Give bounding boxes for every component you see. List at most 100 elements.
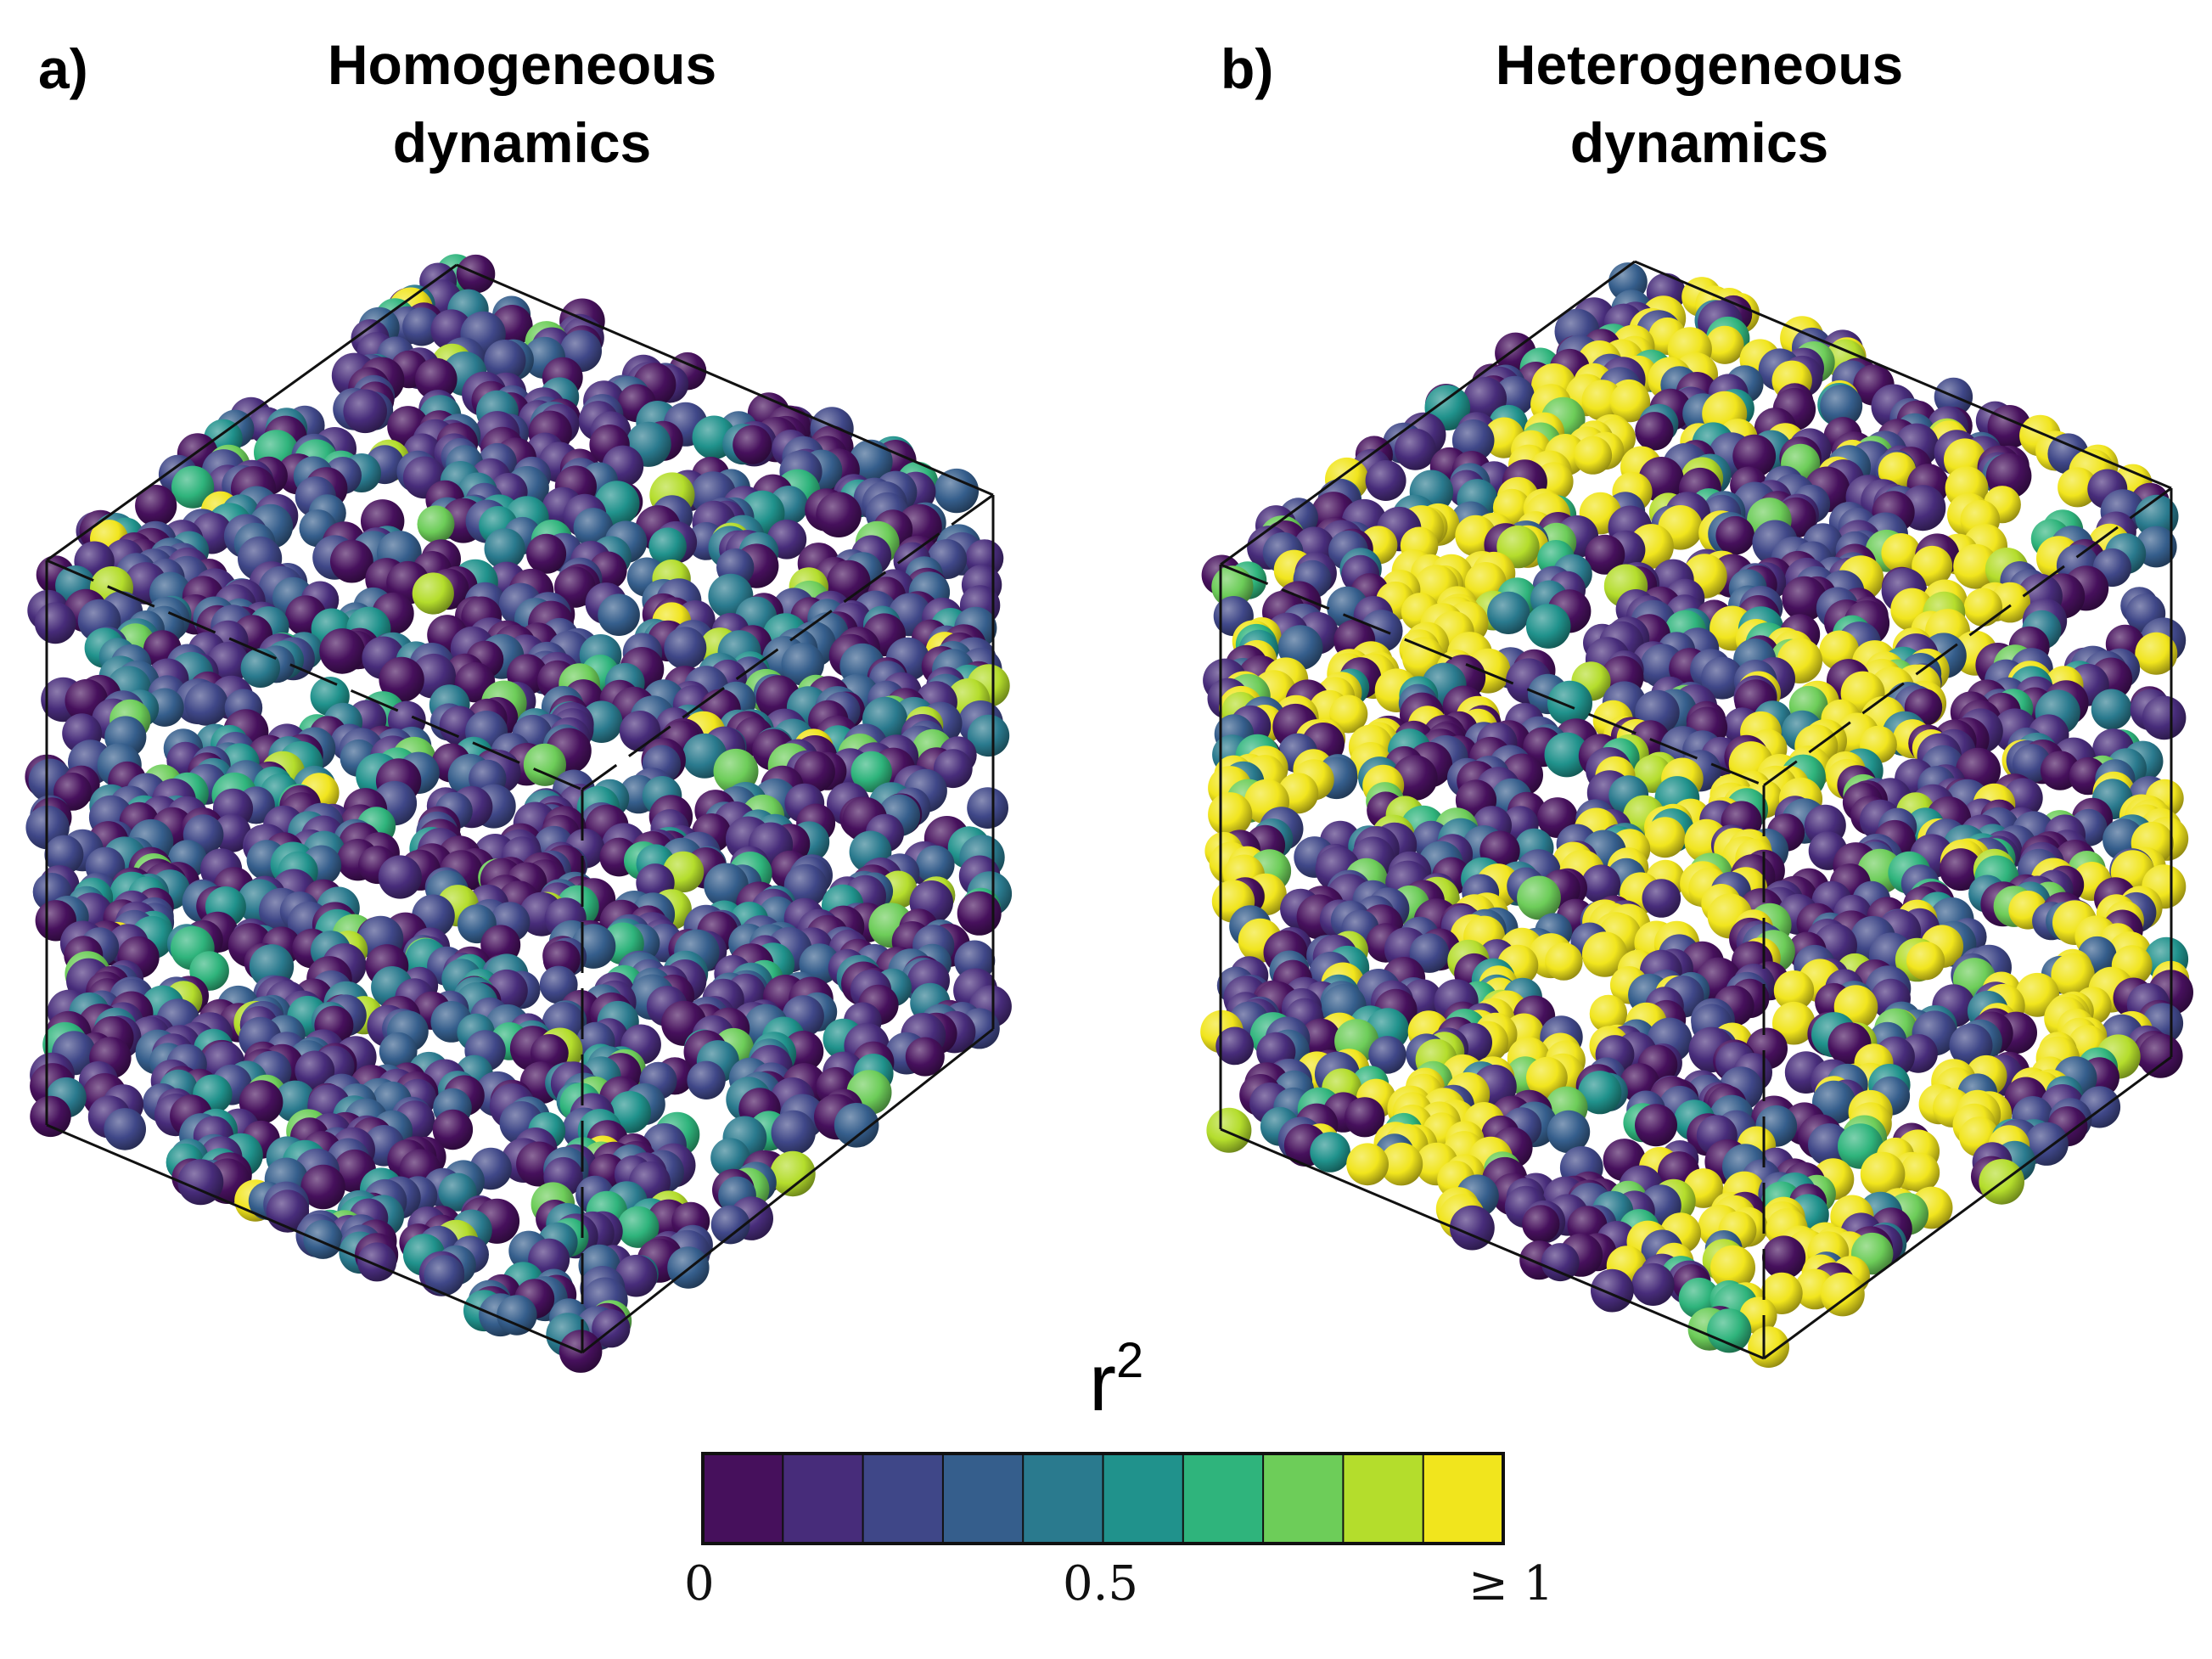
particle-sphere (303, 1219, 343, 1259)
particle-sphere (1772, 1001, 1816, 1045)
particle-sphere (1346, 1143, 1389, 1186)
particle-sphere (184, 682, 228, 726)
particle-sphere (1821, 1272, 1865, 1317)
box-edge-inner (1763, 486, 2172, 787)
box-edge-inner (1220, 563, 1765, 787)
particle-sphere (1574, 436, 1613, 475)
particle-sphere (1394, 428, 1436, 470)
particle-sphere (1782, 576, 1827, 621)
particle-sphere (1517, 875, 1561, 920)
particle-sphere (933, 749, 973, 789)
particle-sphere (2138, 1033, 2183, 1078)
particle-sphere (1906, 942, 1945, 981)
particle-sphere (617, 1206, 660, 1248)
particle-sphere (497, 1295, 537, 1336)
particle-sphere (1773, 970, 1815, 1011)
particle-sphere (664, 627, 707, 670)
particle-sphere (343, 389, 388, 434)
colorbar-bin (1103, 1454, 1184, 1544)
particle-sphere (2142, 695, 2187, 740)
particle-sphere (1379, 1142, 1423, 1186)
particle-sphere (1940, 848, 1982, 891)
particle-sphere (648, 527, 687, 565)
particle-sphere (1635, 1104, 1677, 1147)
particle-sphere (1705, 325, 1744, 364)
particle-sphere (526, 533, 567, 574)
colorbar-bin (862, 1454, 944, 1544)
particle-sphere (967, 714, 1010, 757)
particle-sphere (1963, 588, 2002, 627)
particle-sphere (794, 751, 835, 793)
particle-sphere (1953, 543, 1999, 589)
particle-sphere (330, 539, 373, 583)
particle-sphere (30, 1095, 71, 1138)
colorbar-bin (1343, 1454, 1424, 1544)
particle-sphere (710, 1138, 750, 1178)
particle-sphere (484, 528, 525, 570)
box-edge-inner (46, 559, 583, 791)
colorbar-tick-label-min: 0 (684, 1556, 715, 1611)
particle-sphere (1812, 1080, 1856, 1124)
particle-sphere (783, 863, 828, 908)
particle-sphere (177, 1159, 224, 1206)
colorbar-bin (1182, 1454, 1264, 1544)
particle-sphere (934, 468, 980, 514)
particle-sphere (1707, 1308, 1752, 1353)
particle-sphere (2051, 953, 2095, 997)
particle-sphere (300, 1164, 345, 1210)
particle-sphere (1541, 1243, 1580, 1282)
particle-sphere (704, 863, 749, 908)
particle-sphere (1409, 933, 1450, 973)
particle-sphere (424, 1255, 465, 1296)
panel-b-particle-box (1200, 260, 2193, 1368)
particle-sphere (402, 307, 441, 346)
panel-a-title: Homogeneous dynamics (225, 25, 819, 182)
particle-sphere (2024, 1122, 2069, 1166)
colorbar-frame (701, 1452, 1505, 1545)
particle-sphere (1451, 419, 1495, 462)
particle-sphere (295, 1050, 335, 1091)
particle-sphere (379, 656, 424, 703)
particle-sphere (1206, 1107, 1252, 1153)
particle-sphere (1329, 695, 1368, 734)
particle-sphere (1589, 994, 1628, 1033)
particle-sphere (1345, 1097, 1385, 1138)
particle-sphere (104, 1108, 146, 1150)
particle-sphere (1526, 1056, 1568, 1099)
particle-sphere (1211, 565, 1254, 608)
particle-sphere (1208, 792, 1253, 837)
panel-a-title-line2: dynamics (392, 111, 652, 174)
particle-sphere (1644, 817, 1686, 858)
colorbar (701, 1452, 1505, 1545)
box-edge (46, 263, 458, 562)
particle-sphere (615, 1254, 658, 1297)
particle-sphere (1368, 1036, 1406, 1074)
colorbar-bin (1423, 1454, 1504, 1544)
particle-sphere (378, 855, 422, 899)
particle-sphere (1900, 1152, 1940, 1193)
particle-sphere (849, 439, 893, 484)
panel-a-label: a) (38, 37, 88, 100)
particle-sphere (1642, 879, 1681, 918)
particle-sphere (1748, 1326, 1790, 1368)
particle-sphere (687, 1060, 726, 1100)
particle-sphere (44, 835, 84, 874)
particle-sphere (816, 492, 862, 537)
particle-sphere (1544, 732, 1590, 778)
particle-sphere (1732, 434, 1777, 478)
box-edge-inner (581, 493, 994, 791)
particle-sphere (1578, 1071, 1622, 1115)
box-edge (1634, 260, 2172, 490)
box-edge (46, 1123, 583, 1354)
particle-sphere (1715, 515, 1754, 555)
panel-b-title-line1: Heterogeneous (1495, 33, 1904, 96)
particle-sphere (1635, 412, 1674, 451)
box-edge (1220, 1128, 1765, 1360)
particle-sphere (1581, 931, 1628, 977)
particle-sphere (781, 643, 824, 686)
box-edge (581, 1027, 994, 1354)
particle-sphere (1609, 381, 1651, 423)
particle-sphere (34, 602, 76, 644)
particle-sphere (417, 505, 455, 543)
box-edge (1763, 1055, 2172, 1360)
